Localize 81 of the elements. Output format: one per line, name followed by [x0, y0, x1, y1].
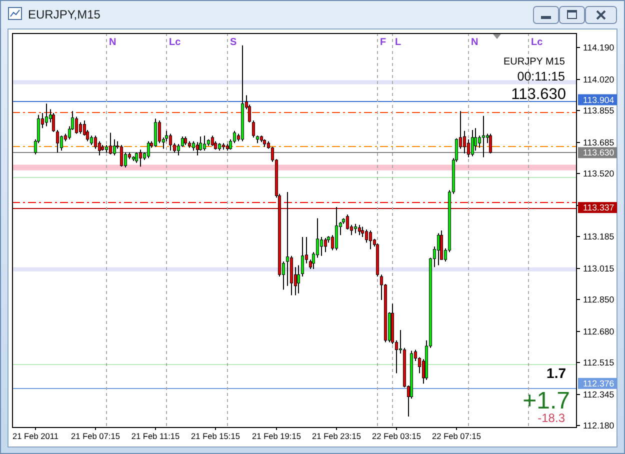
candlestick — [196, 142, 200, 156]
ref-line-label: 112.376 — [583, 378, 614, 389]
ref-line-label: N — [471, 37, 478, 48]
candlestick — [120, 144, 124, 168]
candlestick — [108, 132, 112, 155]
ref-line-label: Lc — [169, 37, 182, 48]
x-tick-label: 21 Feb 07:15 — [71, 431, 120, 441]
candlestick — [90, 135, 94, 146]
annotation: 113.630 — [511, 86, 566, 103]
candlestick — [364, 229, 368, 244]
candlestick — [354, 223, 358, 234]
candlestick — [44, 103, 48, 127]
candlestick — [482, 115, 486, 158]
candlestick — [154, 118, 158, 148]
y-tick-label: 112.680 — [583, 326, 614, 337]
candlestick — [202, 135, 206, 152]
annotation: EURJPY M15 — [503, 56, 566, 68]
candlestick — [138, 149, 142, 168]
y-tick-label: 113.685 — [583, 138, 614, 148]
y-tick-label: 112.180 — [583, 420, 614, 431]
annotation: 00:11:15 — [517, 69, 566, 84]
x-tick-label: 22 Feb 07:15 — [432, 431, 482, 441]
y-tick-label: 114.020 — [583, 74, 614, 85]
y-tick-label: 113.855 — [583, 106, 614, 116]
candlestick — [300, 236, 304, 277]
y-tick-label: 113.520 — [583, 168, 614, 179]
candlestick — [346, 214, 350, 230]
x-tick-label: 21 Feb 15:15 — [191, 431, 240, 441]
x-tick-label: 21 Feb 23:15 — [312, 431, 362, 441]
candlestick — [210, 135, 214, 146]
candlestick — [286, 191, 290, 286]
candlestick — [462, 130, 466, 154]
y-tick-label: 112.515 — [583, 358, 614, 368]
x-tick-label: 21 Feb 11:15 — [131, 431, 180, 441]
candlestick — [192, 140, 196, 152]
candlestick — [478, 135, 482, 148]
candlestick — [168, 133, 172, 152]
ref-line-label: 113.630 — [583, 148, 614, 158]
candlestick — [78, 122, 82, 134]
candlestick — [488, 133, 492, 154]
candlestick — [180, 136, 184, 148]
candlestick — [320, 236, 324, 256]
y-tick-label: 112.345 — [583, 390, 614, 400]
candlestick — [94, 135, 98, 150]
ref-line-label: N — [109, 37, 116, 48]
candlestick — [146, 140, 150, 159]
candlestick — [134, 152, 138, 164]
x-tick-label: 21 Feb 2011 — [12, 431, 59, 441]
y-tick-label: 113.015 — [583, 264, 614, 274]
y-tick-label: 114.190 — [583, 42, 614, 53]
candlestick — [56, 129, 60, 153]
ref-line-label: L — [395, 37, 402, 48]
x-tick-label: 21 Feb 19:15 — [252, 431, 302, 441]
candlestick — [474, 128, 478, 152]
candlestick — [158, 120, 162, 144]
annotation: 1.7 — [546, 364, 566, 381]
candlestick — [52, 112, 56, 132]
candlestick — [98, 140, 102, 156]
ref-line-label: 113.904 — [583, 94, 614, 105]
x-tick-label: 22 Feb 03:15 — [372, 431, 422, 441]
ref-line-label: 113.337 — [583, 202, 614, 213]
candlestick — [358, 224, 362, 236]
candlestick — [436, 232, 440, 266]
ref-line-label: F — [380, 37, 386, 48]
candlestick — [296, 264, 300, 294]
candlestick — [368, 230, 372, 250]
candlestick — [324, 237, 328, 253]
ref-line-label: Lc — [531, 37, 544, 48]
chart-title: EURJPY,M15 — [28, 8, 101, 22]
candlestick — [60, 135, 64, 152]
y-tick-label: 112.850 — [583, 294, 614, 305]
ref-line-label: S — [230, 37, 237, 48]
candlestick — [334, 206, 338, 251]
y-tick-label: 113.185 — [583, 232, 614, 242]
candlestick — [252, 120, 256, 138]
candlestick — [112, 138, 116, 156]
candlestick — [74, 116, 78, 134]
candlestick — [466, 138, 470, 158]
candlestick — [198, 136, 202, 152]
candlestick — [360, 226, 364, 238]
candlestick — [470, 129, 474, 157]
